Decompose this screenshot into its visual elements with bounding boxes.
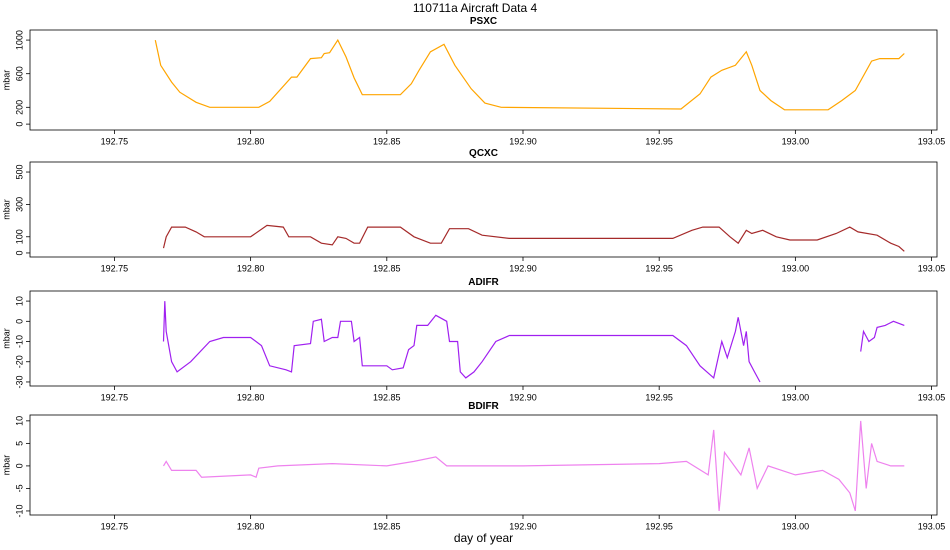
y-tick-label: 600 <box>14 66 24 81</box>
y-tick-label: -10 <box>14 504 24 517</box>
y-tick-label: 0 <box>14 463 24 468</box>
x-tick-label: 192.85 <box>373 521 401 531</box>
data-line <box>154 38 905 111</box>
y-tick-label: -5 <box>14 484 24 492</box>
figure-title: 110711a Aircraft Data 4 <box>413 1 538 15</box>
x-tick-label: 193.05 <box>918 521 946 531</box>
x-tick-label: 192.75 <box>101 136 129 146</box>
x-tick-label: 192.90 <box>509 263 537 273</box>
panel-title: ADIFR <box>468 277 499 288</box>
y-tick-label: 0 <box>14 122 24 127</box>
x-tick-label: 192.85 <box>373 263 401 273</box>
x-tick-label: 193.05 <box>918 136 946 146</box>
x-tick-label: 193.05 <box>918 263 946 273</box>
x-tick-label: 192.80 <box>237 392 265 402</box>
x-tick-label: 192.95 <box>645 136 673 146</box>
y-tick-label: -20 <box>14 355 24 368</box>
y-axis-label: mbar <box>1 328 11 349</box>
y-axis-label: mbar <box>1 199 11 220</box>
x-tick-label: 193.00 <box>782 136 810 146</box>
x-tick-label: 193.00 <box>782 392 810 402</box>
x-tick-label: 192.80 <box>237 136 265 146</box>
x-tick-label: 193.00 <box>782 521 810 531</box>
y-tick-label: 10 <box>14 416 24 426</box>
x-tick-label: 192.85 <box>373 392 401 402</box>
x-tick-label: 192.80 <box>237 521 265 531</box>
x-tick-label: 193.05 <box>918 392 946 402</box>
x-tick-label: 192.75 <box>101 521 129 531</box>
y-tick-label: -10 <box>14 335 24 348</box>
panel-title: QCXC <box>469 148 498 159</box>
y-tick-label: -30 <box>14 375 24 388</box>
x-tick-label: 192.75 <box>101 263 129 273</box>
x-tick-label: 192.90 <box>509 521 537 531</box>
x-tick-label: 192.90 <box>509 136 537 146</box>
x-tick-label: 192.95 <box>645 521 673 531</box>
y-tick-label: 5 <box>14 441 24 446</box>
plot-frame <box>29 290 938 387</box>
y-tick-label: 10 <box>14 296 24 306</box>
x-tick-label: 192.85 <box>373 136 401 146</box>
y-axis-label: mbar <box>1 70 11 91</box>
x-tick-label: 192.95 <box>645 263 673 273</box>
y-tick-label: 300 <box>14 197 24 212</box>
plot-frame <box>29 29 938 131</box>
panel-title: PSXC <box>470 16 497 27</box>
x-tick-label: 193.00 <box>782 263 810 273</box>
y-tick-label: 500 <box>14 165 24 180</box>
plot-frame <box>29 161 938 258</box>
x-axis-label: day of year <box>454 531 513 545</box>
y-tick-label: 100 <box>14 229 24 244</box>
x-tick-label: 192.90 <box>509 392 537 402</box>
x-tick-label: 192.95 <box>645 392 673 402</box>
x-tick-label: 192.80 <box>237 263 265 273</box>
y-tick-label: 0 <box>14 319 24 324</box>
y-axis-label: mbar <box>1 455 11 476</box>
data-line <box>162 301 905 383</box>
panel-title: BDIFR <box>468 401 499 412</box>
y-tick-label: 1000 <box>14 30 24 50</box>
x-tick-label: 192.75 <box>101 392 129 402</box>
y-tick-label: 0 <box>14 250 24 255</box>
plot-frame <box>29 414 938 516</box>
data-line <box>162 420 905 512</box>
data-line <box>162 224 905 252</box>
y-tick-label: 200 <box>14 100 24 115</box>
